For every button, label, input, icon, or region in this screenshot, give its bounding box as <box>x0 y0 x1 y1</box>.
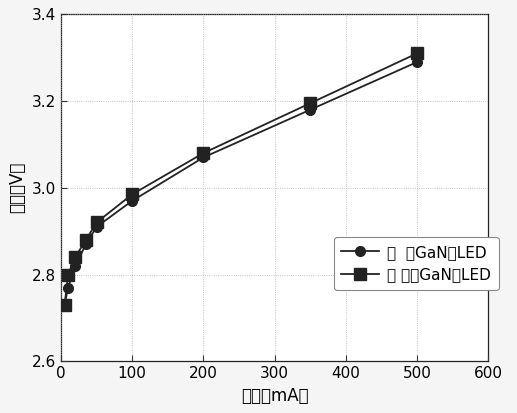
普  通GaN埾LED <box>72 263 79 268</box>
本 发明GaN埾LED <box>94 220 100 225</box>
普  通GaN埾LED <box>200 155 206 160</box>
本 发明GaN埾LED <box>129 192 135 197</box>
本 发明GaN埾LED <box>307 101 313 106</box>
Line: 普  通GaN埾LED: 普 通GaN埾LED <box>59 57 422 310</box>
本 发明GaN埾LED <box>72 255 79 260</box>
本 发明GaN埾LED <box>200 151 206 156</box>
Legend: 普  通GaN埾LED, 本 发明GaN埾LED: 普 通GaN埾LED, 本 发明GaN埾LED <box>333 237 498 290</box>
普  通GaN埾LED <box>62 302 68 307</box>
本 发明GaN埾LED <box>83 237 89 242</box>
普  通GaN埾LED <box>129 198 135 203</box>
普  通GaN埾LED <box>414 59 420 64</box>
普  通GaN埾LED <box>307 107 313 112</box>
本 发明GaN埾LED <box>65 272 71 277</box>
本 发明GaN埾LED <box>62 302 68 307</box>
普  通GaN埾LED <box>83 242 89 247</box>
Line: 本 发明GaN埾LED: 本 发明GaN埾LED <box>59 48 422 311</box>
普  通GaN埾LED <box>94 224 100 229</box>
X-axis label: 电流（mA）: 电流（mA） <box>241 387 309 405</box>
普  通GaN埾LED <box>65 285 71 290</box>
本 发明GaN埾LED <box>414 51 420 56</box>
Y-axis label: 电压（V）: 电压（V） <box>8 162 26 214</box>
